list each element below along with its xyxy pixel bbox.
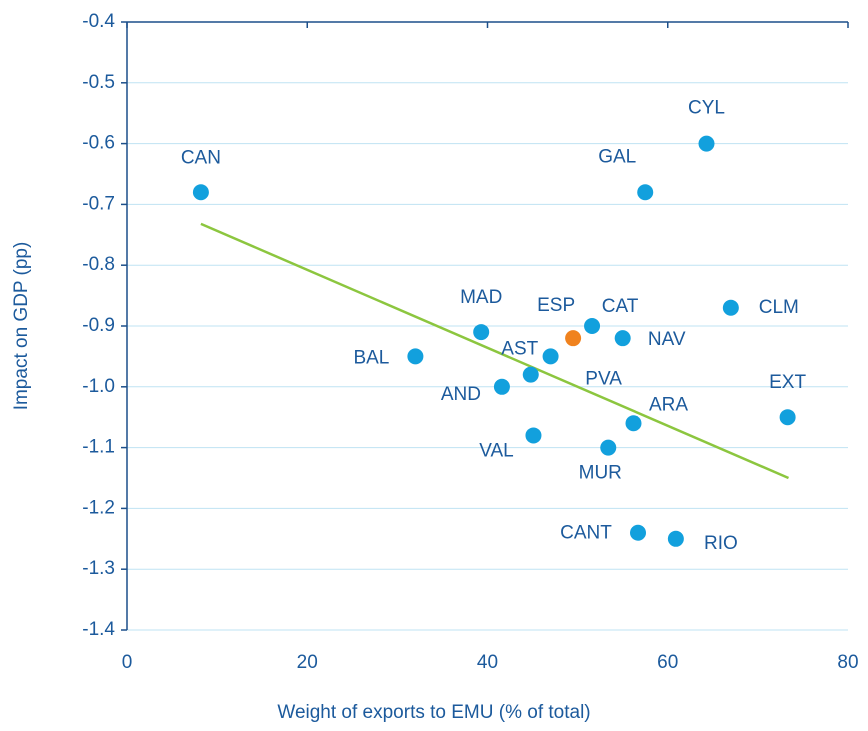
point-label: NAV — [648, 329, 686, 350]
point — [630, 524, 647, 541]
y-tick-label: -1.3 — [82, 558, 115, 579]
y-tick-label: -0.5 — [82, 72, 115, 93]
point — [473, 324, 490, 341]
point — [614, 330, 631, 347]
y-tick-label: -0.7 — [82, 193, 115, 214]
point-label: AND — [441, 384, 481, 405]
point-label: ESP — [537, 295, 575, 316]
point — [407, 348, 424, 365]
y-tick-label: -1.2 — [82, 497, 115, 518]
point-label: MUR — [579, 463, 622, 484]
y-tick-label: -0.6 — [82, 133, 115, 154]
point-label: CYL — [688, 98, 725, 119]
point-label: EXT — [769, 372, 806, 393]
point — [637, 184, 654, 201]
x-tick-label: 60 — [657, 652, 678, 673]
point — [779, 409, 796, 426]
y-tick-label: -0.9 — [82, 315, 115, 336]
point-label: CANT — [560, 523, 612, 544]
point — [698, 135, 715, 152]
x-tick-label: 0 — [122, 652, 133, 673]
y-tick-label: -0.8 — [82, 254, 115, 275]
point — [584, 318, 601, 334]
y-tick-label: -0.4 — [82, 11, 115, 32]
point-label: GAL — [598, 146, 636, 167]
point — [565, 330, 582, 347]
point — [192, 184, 209, 201]
point-label: CLM — [759, 297, 799, 318]
y-tick-label: -1.4 — [82, 619, 115, 640]
trendline — [200, 222, 790, 480]
point — [522, 366, 539, 383]
point-label: RIO — [704, 533, 738, 554]
point-label: BAL — [353, 347, 389, 368]
x-tick-label: 40 — [477, 652, 498, 673]
point-label: CAN — [181, 147, 221, 168]
point-label: MAD — [460, 287, 502, 308]
y-tick-label: -1.0 — [82, 376, 115, 397]
point-label: PVA — [585, 368, 622, 389]
point — [600, 439, 617, 456]
point — [542, 348, 559, 365]
point-label: CAT — [602, 296, 639, 317]
point — [493, 378, 510, 395]
x-tick-label: 80 — [837, 652, 858, 673]
point — [625, 415, 642, 432]
x-tick-label: 20 — [297, 652, 318, 673]
point-label: AST — [501, 339, 538, 360]
y-axis-title: Impact on GDP (pp) — [11, 242, 32, 411]
point — [667, 530, 684, 547]
x-axis-title: Weight of exports to EMU (% of total) — [277, 702, 590, 723]
point-label: VAL — [479, 440, 514, 461]
point — [525, 427, 542, 444]
point — [722, 299, 739, 316]
point-label: ARA — [649, 394, 688, 415]
y-tick-label: -1.1 — [82, 437, 115, 458]
